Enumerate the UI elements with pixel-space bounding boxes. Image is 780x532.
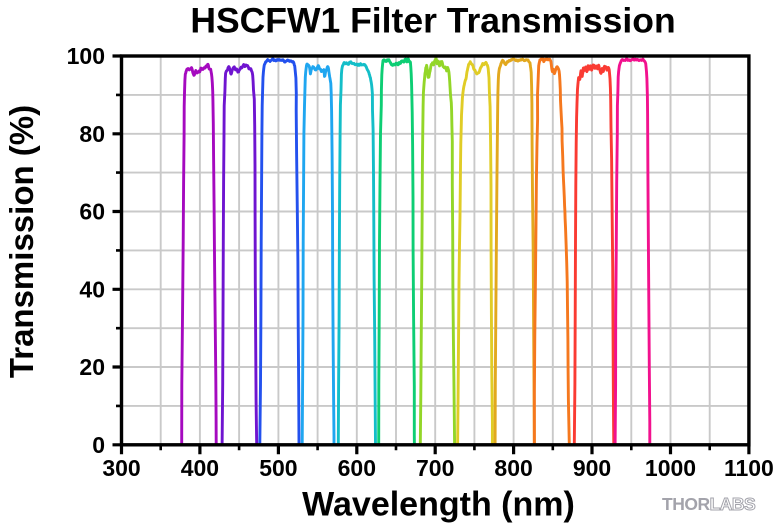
svg-text:40: 40 bbox=[79, 277, 105, 303]
svg-text:1000: 1000 bbox=[645, 455, 696, 481]
svg-text:80: 80 bbox=[79, 121, 105, 147]
svg-text:Transmission (%): Transmission (%) bbox=[3, 105, 40, 378]
svg-text:100: 100 bbox=[67, 43, 105, 69]
svg-text:1100: 1100 bbox=[724, 455, 774, 481]
svg-text:700: 700 bbox=[416, 455, 454, 481]
svg-text:THORLABS: THORLABS bbox=[662, 494, 755, 514]
svg-text:60: 60 bbox=[79, 199, 105, 225]
svg-text:300: 300 bbox=[102, 455, 140, 481]
svg-text:600: 600 bbox=[338, 455, 376, 481]
svg-text:HSCFW1 Filter Transmission: HSCFW1 Filter Transmission bbox=[190, 1, 675, 41]
svg-text:900: 900 bbox=[573, 455, 611, 481]
svg-text:500: 500 bbox=[259, 455, 297, 481]
svg-text:Wavelength (nm): Wavelength (nm) bbox=[302, 486, 575, 524]
svg-text:400: 400 bbox=[181, 455, 219, 481]
svg-text:800: 800 bbox=[494, 455, 532, 481]
svg-text:0: 0 bbox=[92, 432, 105, 458]
svg-text:20: 20 bbox=[79, 354, 105, 380]
